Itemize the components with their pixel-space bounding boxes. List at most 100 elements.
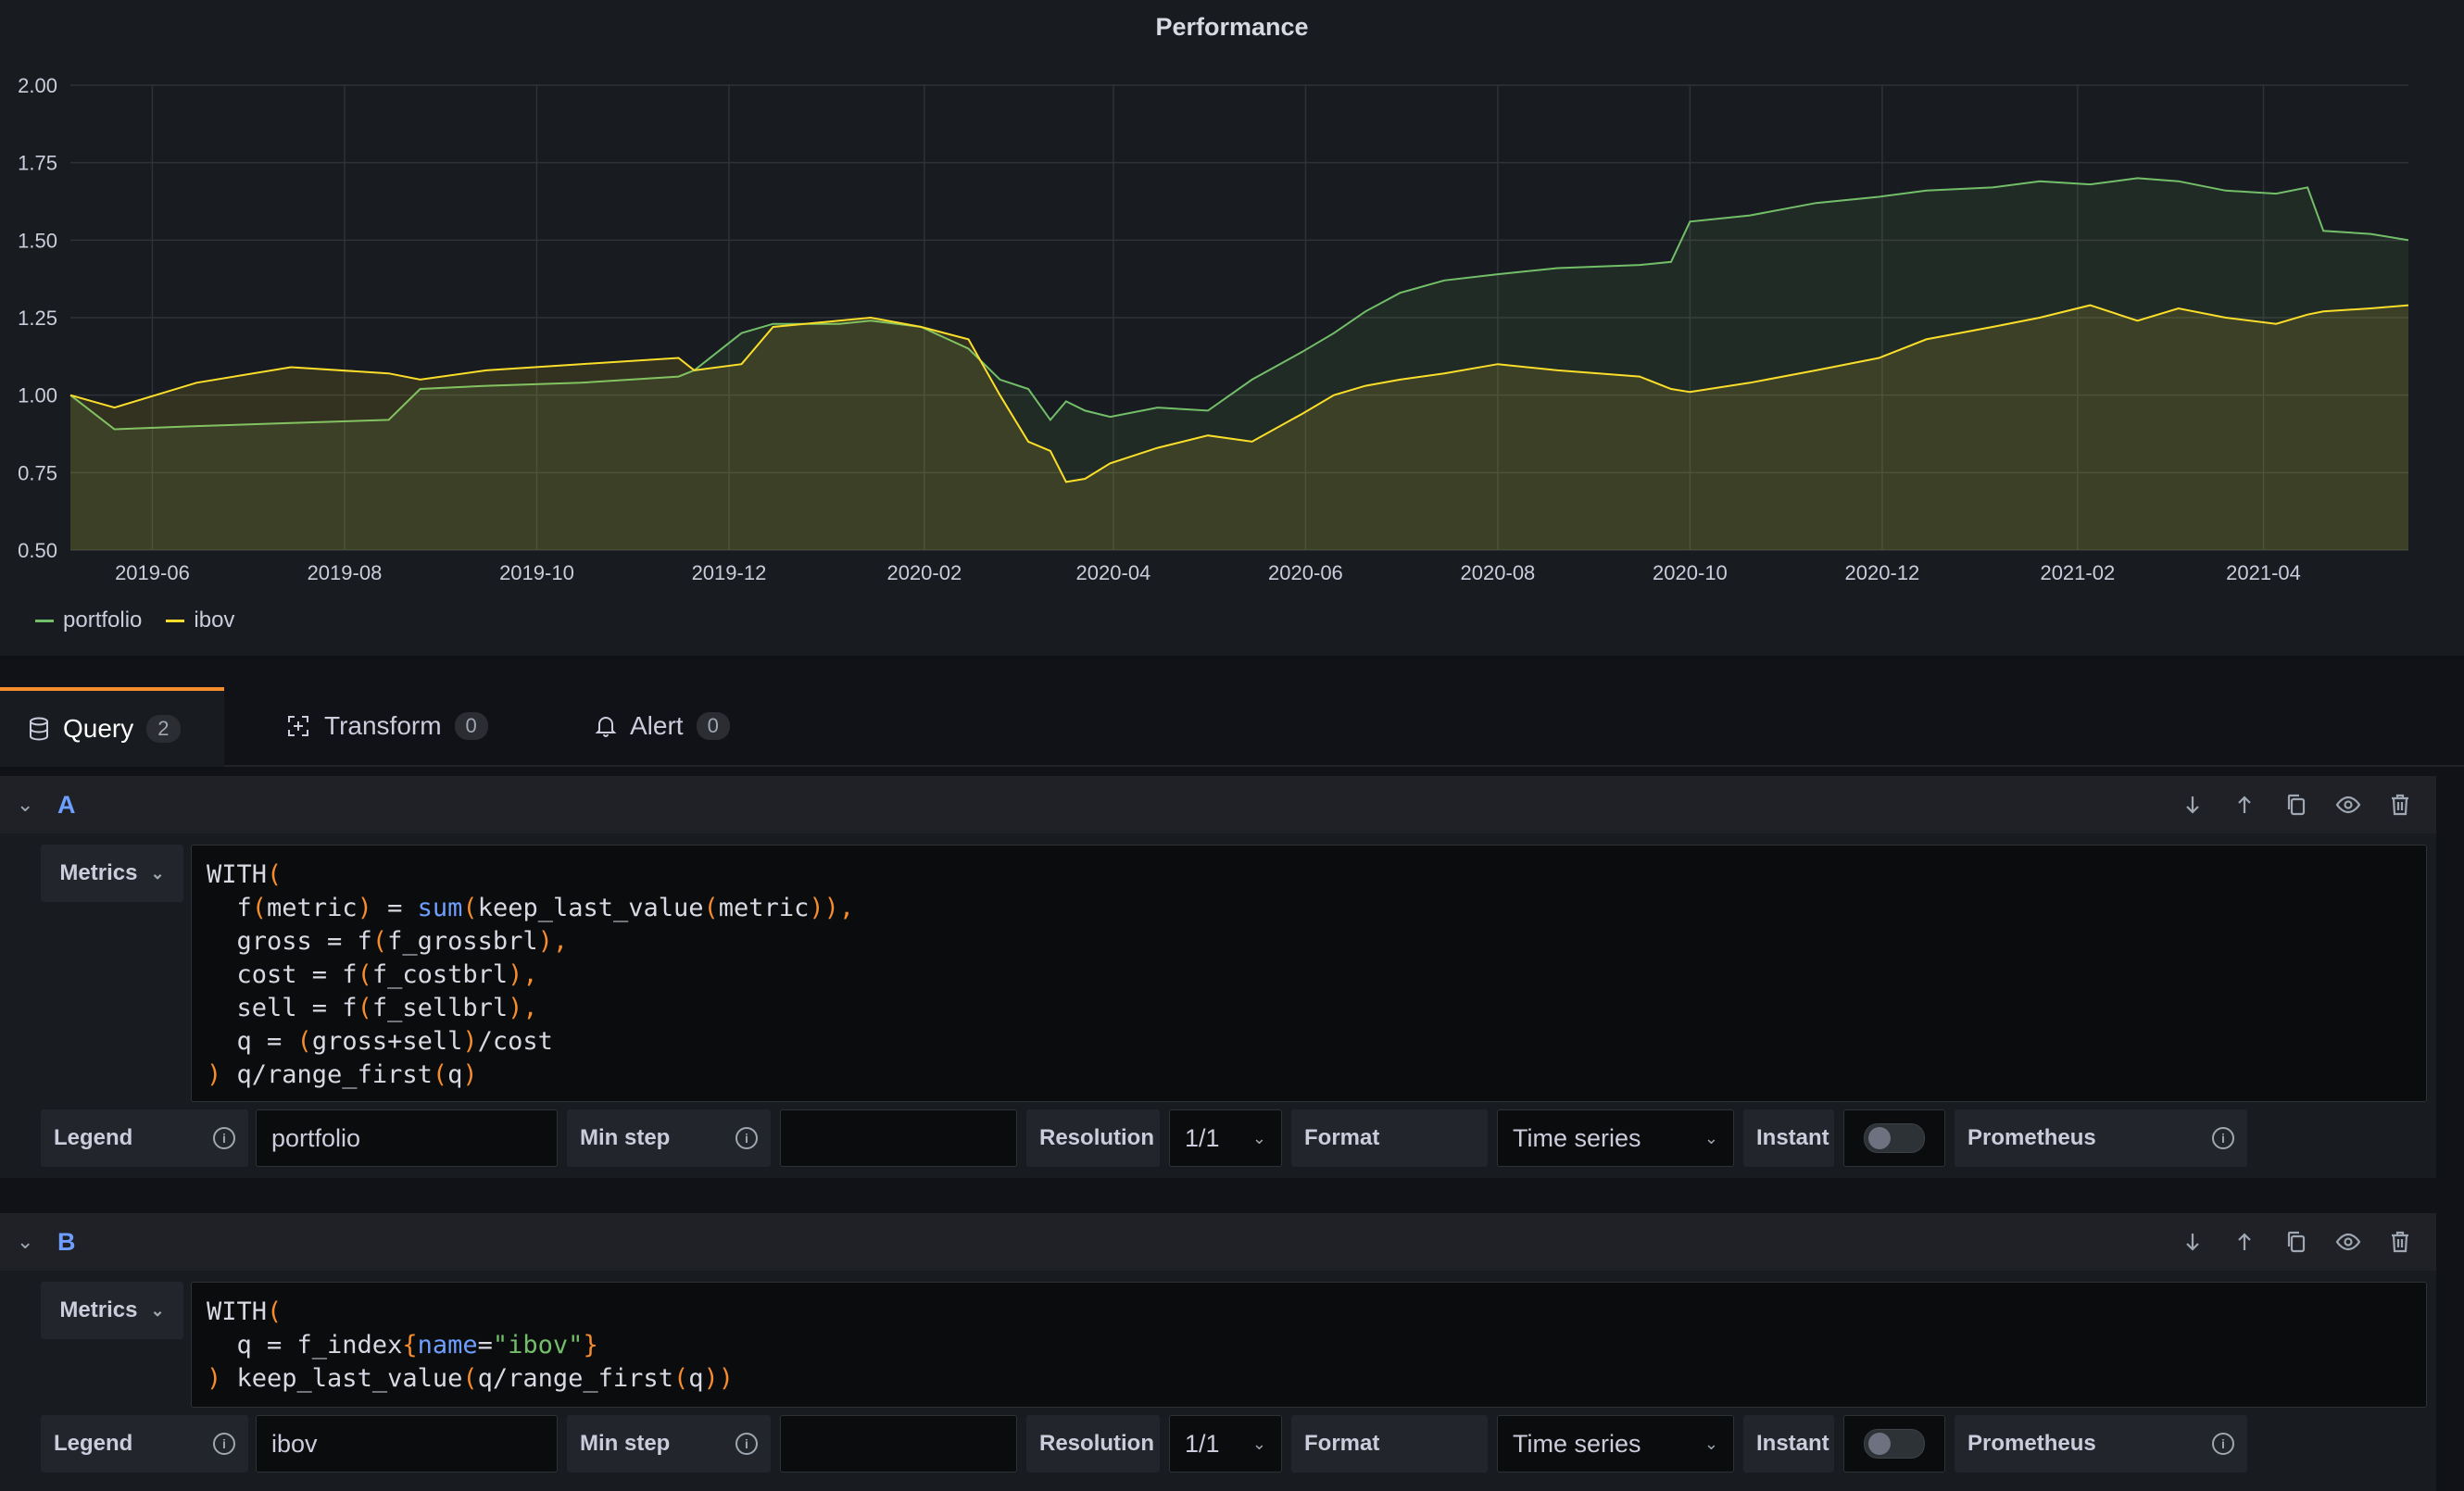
move-down-icon[interactable] bbox=[2177, 1231, 2208, 1253]
y-tick-label: 2.00 bbox=[18, 74, 57, 97]
query-editor[interactable]: WITH( q = f_index{name="ibov"}) keep_las… bbox=[191, 1282, 2427, 1408]
code-line: WITH( bbox=[207, 1296, 2411, 1329]
prometheus-label: Prometheus i bbox=[1955, 1109, 2247, 1167]
code-token: ( bbox=[251, 894, 268, 922]
query-b-header[interactable]: ⌄ B bbox=[0, 1213, 2436, 1271]
series-line-portfolio bbox=[69, 177, 2409, 431]
min-step-input[interactable] bbox=[780, 1109, 1017, 1167]
chevron-down-icon: ⌄ bbox=[1703, 1128, 1718, 1147]
metrics-browser-button[interactable]: Metrics ⌄ bbox=[41, 845, 183, 902]
tab-alert[interactable]: Alert 0 bbox=[567, 687, 758, 765]
query-name[interactable]: A bbox=[57, 790, 76, 819]
code-token: name bbox=[417, 1331, 478, 1359]
info-icon[interactable]: i bbox=[213, 1433, 235, 1455]
y-tick-label: 1.50 bbox=[18, 229, 57, 252]
info-icon[interactable]: i bbox=[2212, 1433, 2234, 1455]
x-tick-label: 2020-12 bbox=[1845, 561, 1920, 584]
format-select[interactable]: Time series ⌄ bbox=[1497, 1415, 1734, 1472]
code-token: ) bbox=[508, 960, 523, 989]
y-tick-label: 1.00 bbox=[18, 384, 57, 407]
code-token: ) bbox=[207, 1060, 222, 1089]
code-token: cost = f bbox=[207, 960, 358, 989]
code-token: q/range_first bbox=[221, 1060, 433, 1089]
legend-item-ibov[interactable]: ibov bbox=[166, 608, 234, 633]
instant-label: Instant bbox=[1743, 1109, 1834, 1167]
tab-query[interactable]: Query 2 bbox=[0, 687, 224, 767]
code-token: , bbox=[522, 960, 538, 989]
code-token: , bbox=[552, 927, 569, 956]
chevron-down-icon: ⌄ bbox=[1703, 1434, 1718, 1453]
move-up-icon[interactable] bbox=[2229, 794, 2260, 816]
y-tick-label: 1.25 bbox=[18, 307, 57, 330]
code-token: metric bbox=[267, 894, 358, 922]
query-b-body: Metrics ⌄ WITH( q = f_index{name="ibov"}… bbox=[0, 1271, 2436, 1491]
instant-toggle-wrap bbox=[1843, 1109, 1945, 1167]
move-down-icon[interactable] bbox=[2177, 794, 2208, 816]
code-token: ( bbox=[432, 1060, 448, 1089]
info-icon[interactable]: i bbox=[2212, 1127, 2234, 1149]
eye-icon[interactable] bbox=[2332, 795, 2364, 815]
x-tick-label: 2020-06 bbox=[1268, 561, 1343, 584]
code-line: q = f_index{name="ibov"} bbox=[207, 1329, 2411, 1362]
x-tick-label: 2019-08 bbox=[308, 561, 383, 584]
code-line: sell = f(f_sellbrl), bbox=[207, 992, 2411, 1025]
min-step-label-text: Min step bbox=[580, 1431, 671, 1456]
duplicate-icon[interactable] bbox=[2281, 1230, 2312, 1254]
info-icon[interactable]: i bbox=[213, 1127, 235, 1149]
min-step-label: Min step i bbox=[567, 1109, 771, 1167]
code-token: ( bbox=[673, 1364, 689, 1393]
x-tick-label: 2020-02 bbox=[886, 561, 962, 584]
eye-icon[interactable] bbox=[2332, 1232, 2364, 1252]
code-token: ( bbox=[462, 894, 478, 922]
editor-tabs: Query 2 Transform 0 Alert 0 bbox=[0, 687, 2464, 767]
code-token: } bbox=[583, 1331, 598, 1359]
code-token: q bbox=[688, 1364, 704, 1393]
code-token: f_grossbrl bbox=[387, 927, 538, 956]
chevron-down-icon[interactable]: ⌄ bbox=[17, 1230, 34, 1253]
metrics-browser-button[interactable]: Metrics ⌄ bbox=[41, 1282, 183, 1339]
legend-input[interactable]: ibov bbox=[256, 1415, 558, 1472]
legend-item-portfolio[interactable]: portfolio bbox=[35, 608, 142, 633]
code-token: q bbox=[447, 1060, 463, 1089]
query-editor[interactable]: WITH ( f(metric) = sum(keep_last_value(me… bbox=[191, 845, 2427, 1102]
instant-toggle[interactable] bbox=[1864, 1123, 1925, 1153]
x-tick-label: 2020-08 bbox=[1461, 561, 1536, 584]
format-select[interactable]: Time series ⌄ bbox=[1497, 1109, 1734, 1167]
legend-input[interactable]: portfolio bbox=[256, 1109, 558, 1167]
move-up-icon[interactable] bbox=[2229, 1231, 2260, 1253]
prometheus-label-text: Prometheus bbox=[1967, 1125, 2096, 1150]
min-step-input[interactable] bbox=[780, 1415, 1017, 1472]
tab-transform[interactable]: Transform 0 bbox=[258, 687, 516, 765]
code-token: ) bbox=[207, 1364, 222, 1393]
code-token: gross+sell bbox=[311, 1027, 463, 1056]
code-line: gross = f(f_grossbrl), bbox=[207, 925, 2411, 958]
info-icon[interactable]: i bbox=[735, 1433, 758, 1455]
code-line: f(metric) = sum(keep_last_value(metric))… bbox=[207, 892, 2411, 925]
format-value: Time series bbox=[1513, 1123, 1641, 1152]
code-token: ) bbox=[537, 927, 553, 956]
chevron-down-icon[interactable]: ⌄ bbox=[17, 793, 34, 816]
code-token: sum bbox=[417, 894, 463, 922]
panel-title[interactable]: Performance bbox=[1155, 13, 1309, 41]
tab-label: Transform bbox=[324, 711, 442, 740]
query-a-header[interactable]: ⌄ A bbox=[0, 776, 2436, 833]
trash-icon[interactable] bbox=[2384, 1230, 2416, 1254]
trash-icon[interactable] bbox=[2384, 793, 2416, 817]
tab-count: 0 bbox=[454, 712, 488, 740]
chevron-down-icon: ⌄ bbox=[150, 1300, 165, 1320]
info-icon[interactable]: i bbox=[735, 1127, 758, 1149]
format-label: Format bbox=[1291, 1415, 1488, 1472]
code-token: WITH bbox=[207, 860, 268, 889]
instant-toggle[interactable] bbox=[1864, 1429, 1925, 1459]
x-tick-label: 2021-02 bbox=[2040, 561, 2115, 584]
legend-label: portfolio bbox=[63, 608, 143, 633]
resolution-label: Resolution bbox=[1026, 1109, 1160, 1167]
code-token: ) bbox=[462, 1060, 478, 1089]
duplicate-icon[interactable] bbox=[2281, 793, 2312, 817]
format-value: Time series bbox=[1513, 1429, 1641, 1458]
resolution-value: 1/1 bbox=[1185, 1123, 1220, 1152]
query-name[interactable]: B bbox=[57, 1227, 76, 1256]
code-token: metric bbox=[718, 894, 810, 922]
resolution-select[interactable]: 1/1 ⌄ bbox=[1169, 1415, 1282, 1472]
resolution-select[interactable]: 1/1 ⌄ bbox=[1169, 1109, 1282, 1167]
